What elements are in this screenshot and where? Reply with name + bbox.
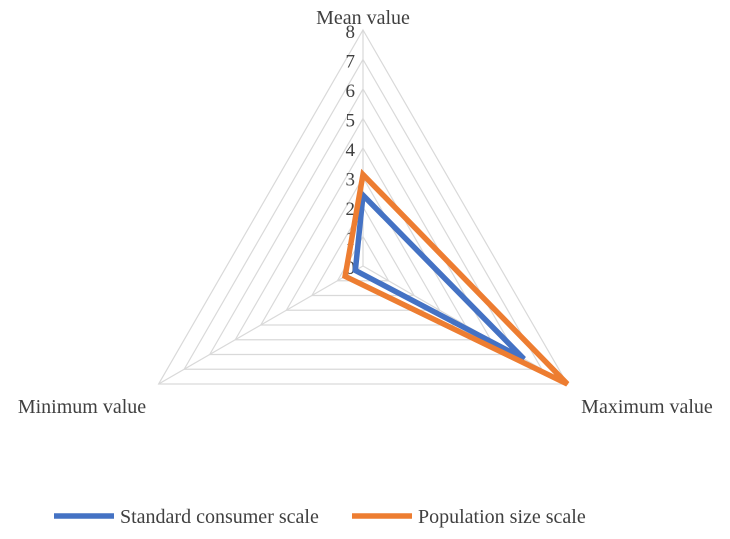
tick-label-3: 3 xyxy=(346,170,356,191)
gridline-8 xyxy=(157,28,569,385)
series-population-size-scale xyxy=(342,168,570,387)
tick-label-6: 6 xyxy=(346,81,356,102)
legend: Standard consumer scale Population size … xyxy=(54,506,586,528)
legend-label-standard-consumer-scale: Standard consumer scale xyxy=(120,506,319,528)
legend-label-population-size-scale: Population size scale xyxy=(418,506,586,528)
tick-label-5: 5 xyxy=(346,111,356,132)
axis-label-maximum-value: Maximum value xyxy=(581,396,713,418)
tick-label-4: 4 xyxy=(346,140,356,161)
gridline-4 xyxy=(259,146,467,326)
tick-label-2: 2 xyxy=(346,199,356,220)
series-layer xyxy=(342,168,570,387)
axis-label-minimum-value: Minimum value xyxy=(18,396,146,418)
tick-label-8: 8 xyxy=(346,22,356,43)
gridline-6 xyxy=(208,87,518,356)
series-standard-consumer-scale xyxy=(352,189,526,362)
gridline-5 xyxy=(234,117,492,341)
grid-layer xyxy=(157,28,569,385)
gridline-7 xyxy=(183,58,543,370)
gridline-3 xyxy=(285,176,441,311)
gridline-2 xyxy=(310,205,416,297)
tick-label-0: 0 xyxy=(346,258,356,279)
axis-spoke-2 xyxy=(158,265,364,385)
axis-label-mean-value: Mean value xyxy=(316,7,410,29)
tick-label-7: 7 xyxy=(346,52,356,73)
